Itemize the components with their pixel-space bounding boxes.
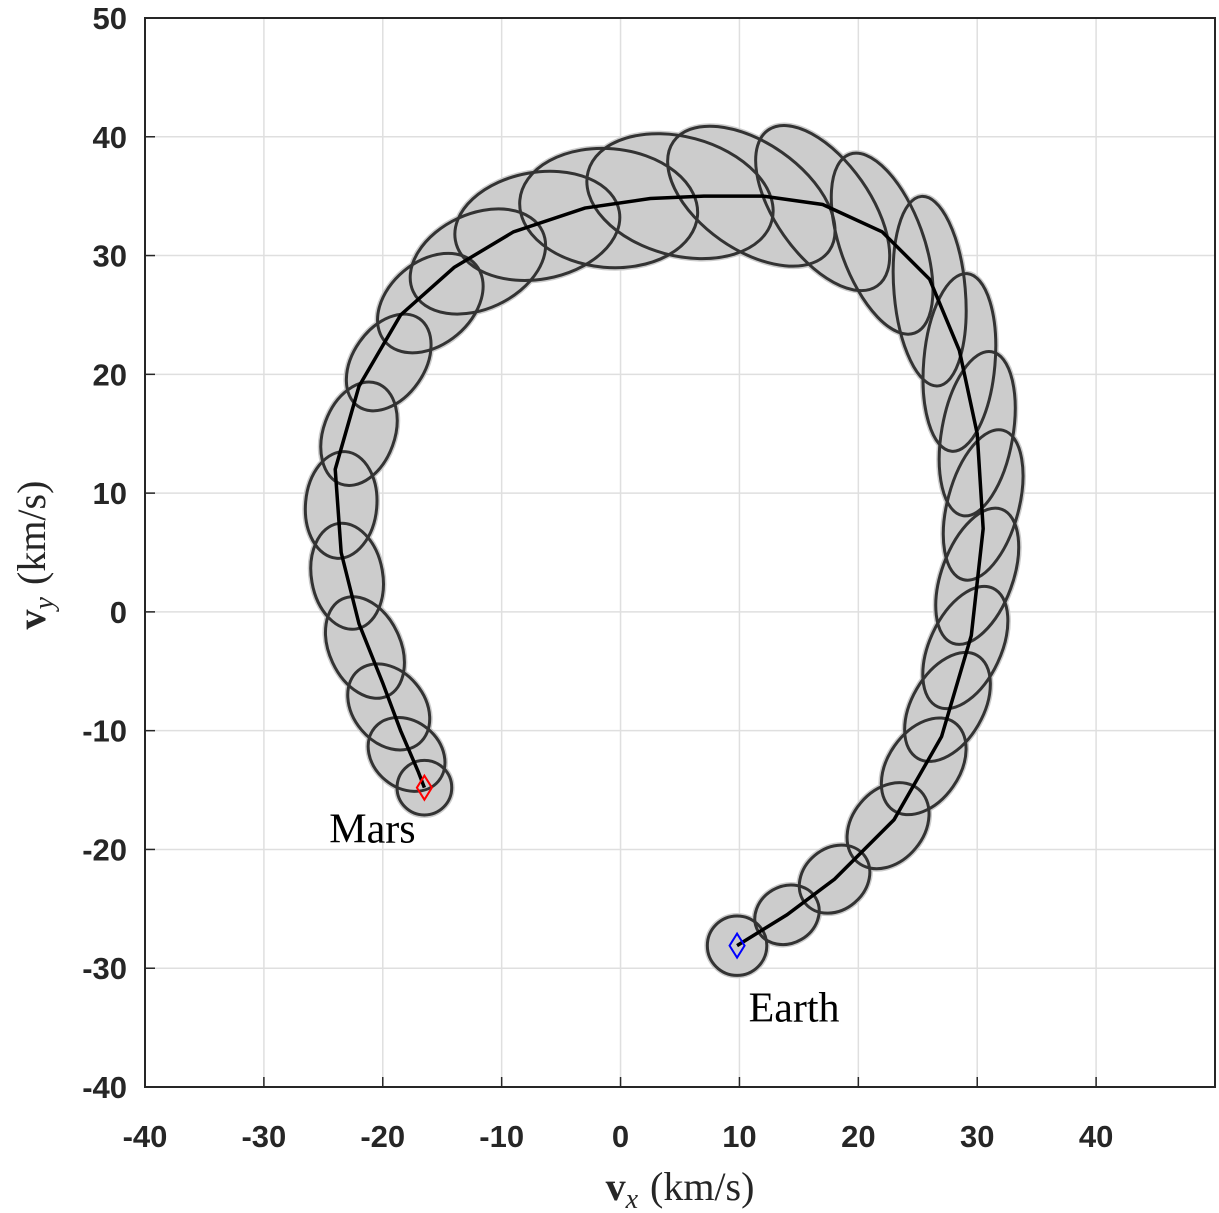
x-label-symbol: v xyxy=(606,1164,626,1209)
ellipse xyxy=(453,169,622,282)
x-tick-label: -30 xyxy=(241,1119,286,1154)
ellipse xyxy=(705,914,769,977)
ellipse xyxy=(879,716,968,817)
ellipse xyxy=(585,132,775,261)
y-label-unit: (km/s) xyxy=(9,481,54,585)
y-tick-label: 20 xyxy=(93,357,127,392)
annotation: Mars xyxy=(329,807,415,853)
ellipse xyxy=(518,146,700,270)
ellipse xyxy=(666,124,837,268)
ellipse xyxy=(921,272,998,453)
y-tick-label: -30 xyxy=(82,951,127,986)
ellipse xyxy=(344,312,433,413)
y-tick-label: 40 xyxy=(93,120,127,155)
x-label-unit: (km/s) xyxy=(650,1164,754,1209)
y-tick-label: 50 xyxy=(93,1,127,36)
y-axis-label: vy (km/s) xyxy=(9,481,60,630)
mean-trajectory xyxy=(333,194,985,948)
y-tick-label: -10 xyxy=(82,714,127,749)
ellipse xyxy=(829,151,935,336)
ellipse xyxy=(845,781,931,871)
ellipse xyxy=(903,650,992,763)
ellipse xyxy=(934,506,1021,646)
x-tick-label: -10 xyxy=(479,1119,524,1154)
x-tick-label: -40 xyxy=(123,1119,168,1154)
plot-area xyxy=(144,17,1215,1088)
x-tick-label: 40 xyxy=(1079,1119,1113,1154)
ellipse xyxy=(891,194,968,388)
y-tick-label: -20 xyxy=(82,832,127,867)
ellipse xyxy=(921,584,1010,711)
ellipse xyxy=(797,843,872,915)
x-tick-label: 10 xyxy=(722,1119,756,1154)
y-tick-label: -40 xyxy=(82,1070,127,1105)
x-tick-label: 20 xyxy=(841,1119,875,1154)
ellipse xyxy=(319,380,399,487)
x-tick-label: -20 xyxy=(360,1119,405,1154)
ellipse xyxy=(937,350,1017,518)
axes-box xyxy=(144,17,1216,1088)
y-tick-label: 10 xyxy=(93,476,127,511)
ellipse xyxy=(366,715,447,793)
x-axis-label: vx (km/s) xyxy=(606,1164,755,1213)
ellipse xyxy=(395,758,454,817)
y-tick-label: 30 xyxy=(93,239,127,274)
ellipse xyxy=(303,450,379,560)
x-tick-label: 0 xyxy=(612,1119,629,1154)
marker xyxy=(415,773,434,802)
ellipse xyxy=(754,124,892,293)
x-tick-label: 30 xyxy=(960,1119,994,1154)
y-label-symbol: v xyxy=(9,609,54,629)
marker xyxy=(728,931,746,960)
annotation: Earth xyxy=(749,986,840,1032)
y-label-subscript: y xyxy=(29,596,60,612)
ellipse xyxy=(346,662,432,752)
ellipse xyxy=(941,428,1025,582)
x-label-subscript: x xyxy=(625,1184,639,1213)
ellipse xyxy=(408,207,548,316)
y-tick-label: 0 xyxy=(110,595,127,630)
